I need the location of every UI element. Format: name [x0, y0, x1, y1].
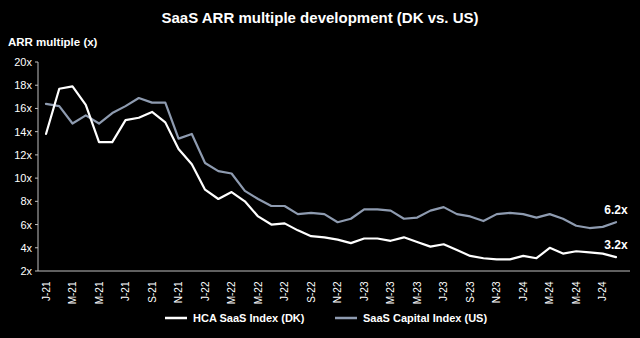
x-tick-label: N-23 [491, 281, 502, 303]
y-tick-label: 18x [14, 79, 32, 91]
series-line [46, 86, 616, 259]
x-tick-label: M-24 [544, 281, 555, 304]
plot-area [46, 86, 616, 259]
y-tick-label: 20x [14, 56, 32, 68]
x-tick-label: J-23 [359, 281, 370, 301]
x-tick-label: S-22 [306, 281, 317, 303]
x-tick-label: J-21 [120, 281, 131, 301]
x-axis [38, 271, 630, 272]
x-tick-label: J-21 [41, 281, 52, 301]
x-tick-label: S-21 [147, 281, 158, 303]
y-tick-label: 10x [14, 172, 32, 184]
series-line [46, 98, 616, 228]
y-tick-label: 8x [20, 195, 32, 207]
legend-label: HCA SaaS Index (DK) [193, 312, 305, 324]
x-tick-label: J-23 [438, 281, 449, 301]
x-tick-label: M-23 [412, 281, 423, 304]
y-tick-label: 6x [20, 219, 32, 231]
x-tick-label: J-24 [518, 281, 529, 301]
x-tick-label: S-23 [465, 281, 476, 303]
background [0, 0, 640, 338]
x-tick-label: M-21 [94, 281, 105, 304]
y-tick-label: 16x [14, 102, 32, 114]
x-tick-label: N-21 [173, 281, 184, 303]
y-axis [38, 62, 39, 271]
x-tick-label: M-22 [226, 281, 237, 304]
y-tick-label: 14x [14, 126, 32, 138]
y-axis-label: ARR multiple (x) [8, 36, 98, 48]
y-tick-label: 2x [20, 265, 32, 277]
chart: SaaS ARR multiple development (DK vs. US… [0, 0, 640, 338]
x-tick-label: J-22 [200, 281, 211, 301]
x-tick-label: N-22 [332, 281, 343, 303]
x-tick-label: M-23 [385, 281, 396, 304]
x-tick-label: M-22 [253, 281, 264, 304]
x-tick-label: J-22 [279, 281, 290, 301]
legend-swatch [335, 317, 357, 320]
title: SaaS ARR multiple development (DK vs. US… [161, 9, 478, 26]
x-tick-label: M-24 [571, 281, 582, 304]
legend-label: SaaS Capital Index (US) [363, 312, 487, 324]
legend-item: HCA SaaS Index (DK) [165, 312, 305, 324]
x-tick-label: J-24 [597, 281, 608, 301]
y-tick-label: 4x [20, 242, 32, 254]
data-label: 3.2x [604, 238, 628, 252]
legend-item: SaaS Capital Index (US) [335, 312, 487, 324]
legend-swatch [165, 317, 187, 320]
data-label: 6.2x [604, 203, 628, 217]
x-tick-label: M-21 [67, 281, 78, 304]
y-tick-label: 12x [14, 149, 32, 161]
